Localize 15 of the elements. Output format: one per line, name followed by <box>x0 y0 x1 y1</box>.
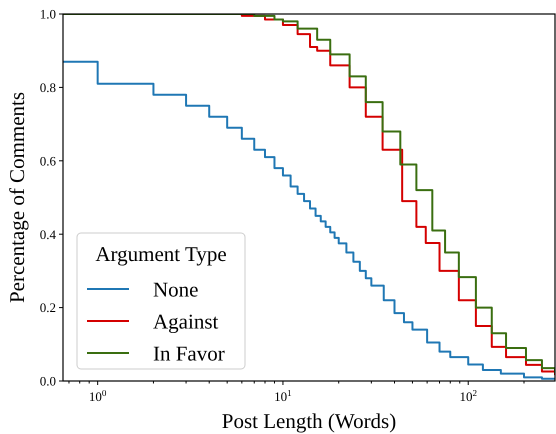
y-tick-label: 0.4 <box>40 226 56 242</box>
y-tick-label: 0.2 <box>40 300 56 316</box>
x-tick-label: 10$^{2}$ <box>459 388 478 404</box>
legend-label: None <box>153 277 198 302</box>
y-tick-label: 1.0 <box>40 6 56 22</box>
x-tick-label: 10$^{1}$ <box>274 388 292 404</box>
legend-label: In Favor <box>153 341 225 366</box>
y-tick-label: 0.8 <box>40 80 56 95</box>
y-axis-title: Percentage of Comments <box>5 92 29 304</box>
legend-label: Against <box>153 309 218 334</box>
y-tick-label: 0.6 <box>40 153 56 168</box>
x-axis-title: Post Length (Words) <box>222 409 396 433</box>
y-tick-label: 0.0 <box>40 374 56 389</box>
legend-title: Argument Type <box>95 242 227 266</box>
x-tick-label: 10$^{0}$ <box>88 388 107 404</box>
